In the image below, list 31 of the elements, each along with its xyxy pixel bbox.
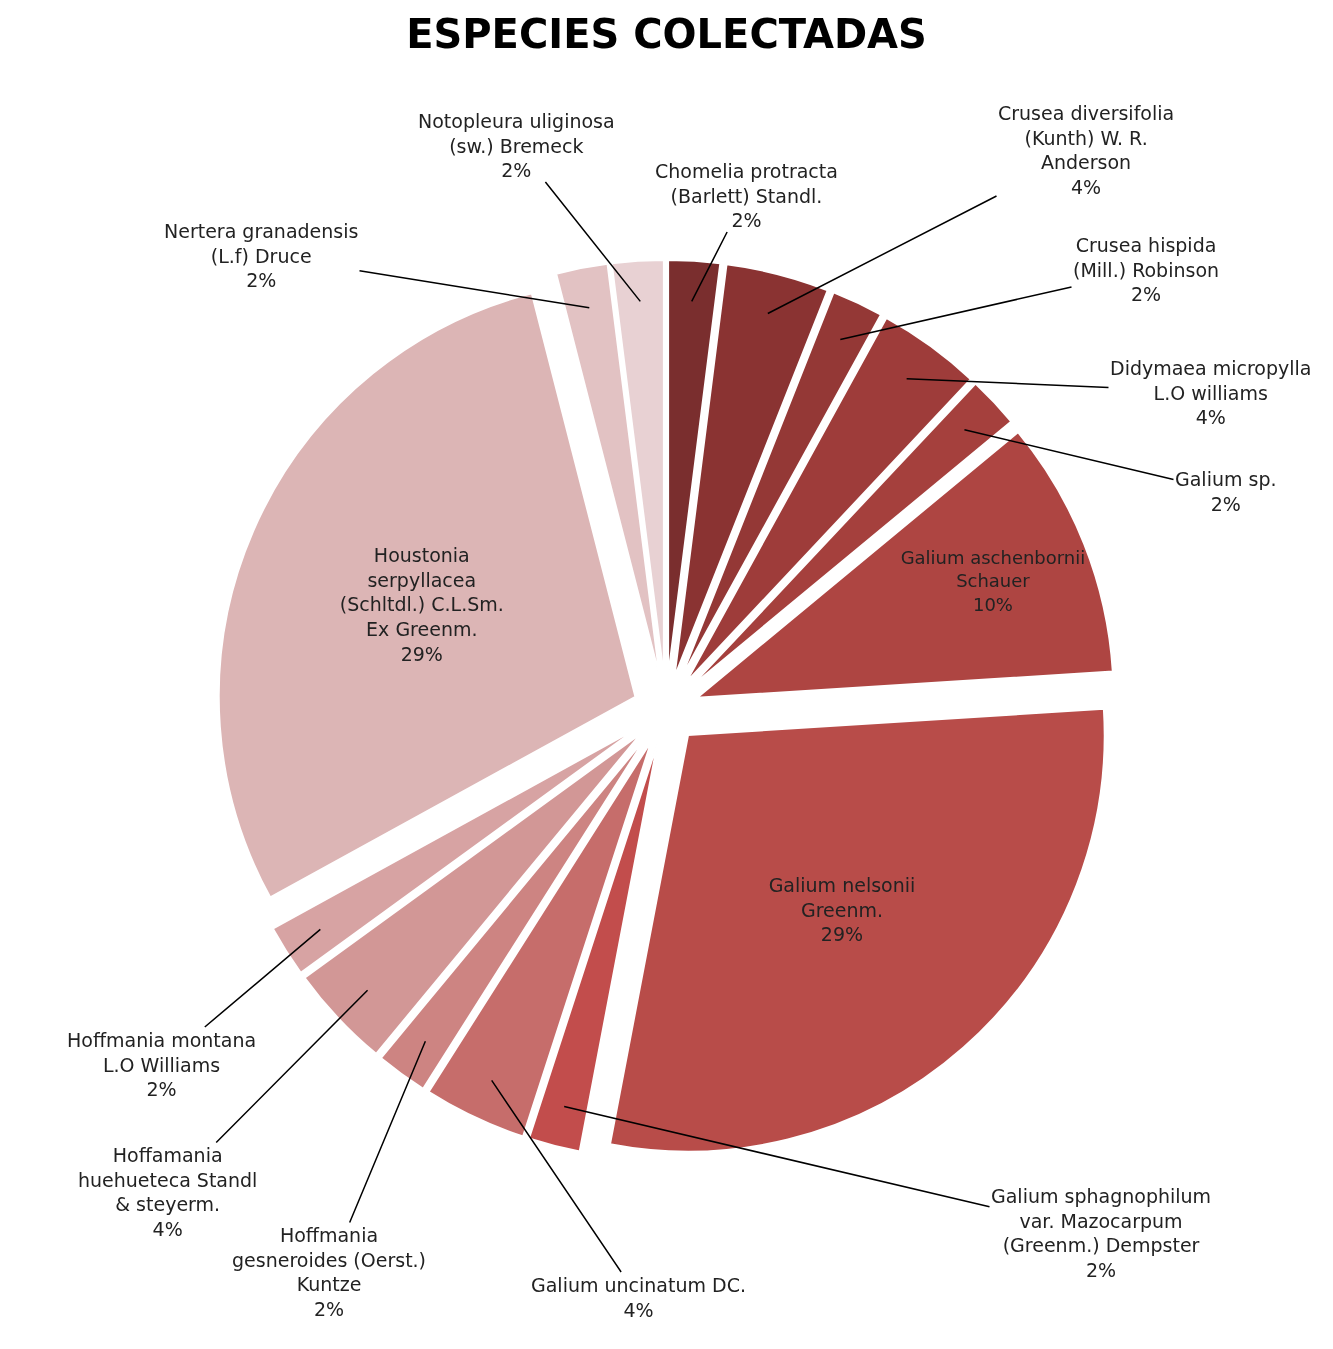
data-label: 4% bbox=[1071, 176, 1102, 199]
slice-label: Crusea hispida (Mill.) Robinson bbox=[1073, 234, 1220, 281]
data-label: 2% bbox=[731, 209, 762, 232]
data-label: 4% bbox=[623, 1298, 654, 1321]
slice-label: Didymaea micropylla L.O williams bbox=[1110, 357, 1312, 404]
slice-label: Galium aschenbornii Schauer bbox=[900, 546, 1086, 592]
slice-label: Galium sp. bbox=[1175, 468, 1277, 490]
slice-label: Galium uncinatum DC. bbox=[531, 1274, 746, 1296]
slice-label: Galium nelsonii Greenm. bbox=[768, 873, 916, 921]
data-label: 2% bbox=[246, 269, 277, 292]
slice-label: Houstonia serpyllacea (Schltdl.) C.L.Sm. Ex Greenm. bbox=[339, 543, 504, 641]
data-label: 2% bbox=[1210, 492, 1241, 515]
data-label: 2% bbox=[1130, 283, 1162, 306]
data-label: 29% bbox=[400, 642, 443, 665]
data-label: 4% bbox=[152, 1218, 183, 1241]
slice-label: Hoffamania huehueteca Standl & steyerm. bbox=[78, 1144, 258, 1216]
chart-title: ESPECIES COLECTADAS bbox=[406, 11, 927, 58]
slice-label: Crusea diversifolia (Kunth) W. R. Anderson bbox=[998, 102, 1175, 174]
data-label: 2% bbox=[1085, 1259, 1117, 1282]
slice-label: Nertera granadensis (L.f) Druce bbox=[164, 220, 359, 267]
slice-label: Notopleura uliginosa (sw.) Bremeck bbox=[418, 110, 615, 157]
slice-label: Hoffmania gesneroides (Oerst.) Kuntze bbox=[232, 1224, 427, 1296]
data-label: 2% bbox=[501, 159, 532, 182]
data-label: 29% bbox=[820, 923, 864, 946]
data-label: 10% bbox=[972, 593, 1013, 615]
data-label: 2% bbox=[146, 1078, 177, 1101]
slice-label: Chomelia protracta (Barlett) Standl. bbox=[655, 160, 838, 207]
data-label: 4% bbox=[1195, 406, 1226, 429]
slice-label: Galium sphagnophilum var. Mazocarpum (Greenm.) Dempster bbox=[991, 1185, 1212, 1257]
slice-label: Hoffmania montana L.O Williams bbox=[67, 1029, 257, 1076]
data-label: 2% bbox=[313, 1298, 345, 1321]
